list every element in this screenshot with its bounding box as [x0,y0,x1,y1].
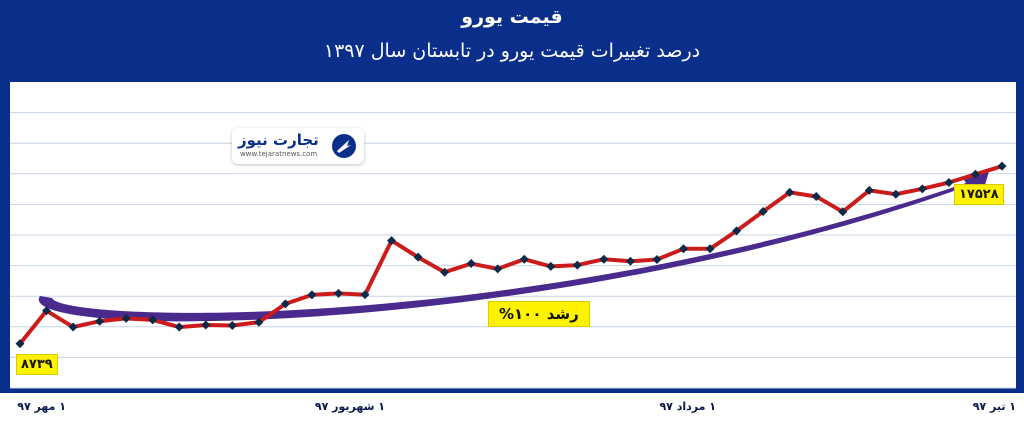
data-point [864,185,874,195]
data-point [519,254,529,264]
x-tick-label: ۱ تیر ۹۷ [972,400,1016,413]
data-point [227,321,237,331]
logo-name: تجارت نیوز [238,131,319,149]
data-point [732,226,742,236]
data-point [254,317,264,327]
data-point [572,260,582,270]
logo-emblem-icon [332,134,356,158]
data-point [944,177,954,187]
x-tick-label: ۱ مرداد ۹۷ [659,400,716,413]
data-point [42,306,52,316]
chart-title: قیمت یورو [461,6,563,28]
data-point [838,207,848,217]
growth-label: رشد ۱۰۰% [488,301,590,327]
data-point [95,316,105,326]
chart-header: قیمت یورو درصد تغییرات قیمت یورو در تابس… [0,0,1024,75]
data-point [387,236,397,246]
data-point [466,259,476,269]
data-point [599,254,609,264]
data-point [15,339,25,349]
data-point [891,189,901,199]
x-tick-label: ۱ شهریور ۹۷ [314,400,385,413]
data-point [413,252,423,262]
data-point [121,313,131,323]
data-point [997,161,1007,171]
data-point [148,315,158,325]
data-point [440,267,450,277]
data-point [811,191,821,201]
data-point [360,290,370,300]
data-point [705,244,715,254]
tejarat-news-logo: تجارت نیوز www.tejaratnews.com [232,128,364,164]
data-point [333,288,343,298]
x-tick-label: ۱ مهر ۹۷ [17,400,66,413]
data-point [174,322,184,332]
data-point [493,264,503,274]
start-value-label: ۸۷۳۹ [16,353,58,375]
data-point [625,256,635,266]
data-point [280,299,290,309]
data-point [917,184,927,194]
end-value-label: ۱۷۵۲۸ [954,184,1004,206]
data-point [68,322,78,332]
data-point [785,187,795,197]
data-point [970,169,980,179]
data-point [201,320,211,330]
x-axis: ۱ تیر ۹۷ ۱ مرداد ۹۷ ۱ شهریور ۹۷ ۱ مهر ۹۷ [0,393,1024,421]
logo-url: www.tejaratnews.com [240,150,318,158]
data-point [652,254,662,264]
data-point [679,244,689,254]
growth-arrow [38,168,990,322]
chart-subtitle: درصد تغییرات قیمت یورو در تابستان سال ۱۳… [323,40,701,62]
data-point [546,261,556,271]
data-point [307,290,317,300]
data-point [758,207,768,217]
series-line [18,164,1003,345]
